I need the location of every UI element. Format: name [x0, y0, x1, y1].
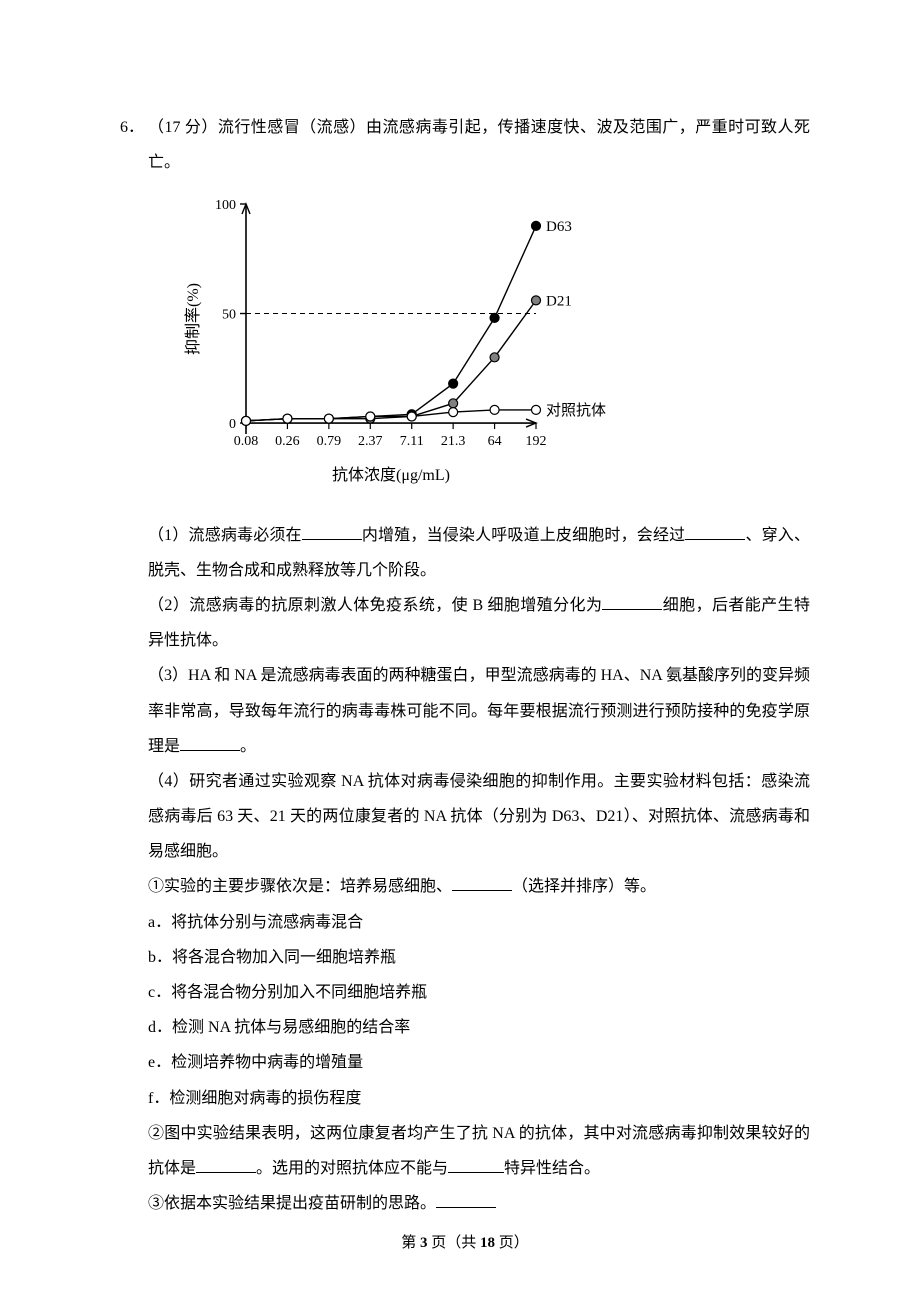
svg-text:100: 100	[215, 198, 236, 213]
option-e: e．检测培养物中病毒的增殖量	[148, 1045, 810, 1080]
svg-text:0.08: 0.08	[234, 434, 259, 449]
svg-text:抗体浓度(μg/mL): 抗体浓度(μg/mL)	[332, 466, 450, 484]
points: （17 分）	[148, 119, 218, 136]
option-d: d．检测 NA 抗体与易感细胞的结合率	[148, 1010, 810, 1045]
p41a: ①实验的主要步骤依次是：培养易感细胞、	[148, 878, 452, 895]
blank-42a	[196, 1157, 256, 1173]
footer-total: 18	[480, 1235, 495, 1251]
svg-text:0.79: 0.79	[317, 434, 342, 449]
svg-text:7.11: 7.11	[400, 434, 424, 449]
p2a: （2）流感病毒的抗原刺激人体免疫系统，使 B 细胞增殖分化为	[148, 597, 602, 614]
blank-1b	[685, 524, 745, 540]
part-4-3: ③依据本实验结果提出疫苗研制的思路。	[148, 1186, 810, 1221]
option-c: c．将各混合物分别加入不同细胞培养瓶	[148, 975, 810, 1010]
svg-text:0.26: 0.26	[275, 434, 300, 449]
subparts: （1）流感病毒必须在内增殖，当侵染人呼吸道上皮细胞时，会经过、穿入、脱壳、生物合…	[148, 518, 810, 1222]
number-text: 6．	[120, 119, 144, 136]
part-1: （1）流感病毒必须在内增殖，当侵染人呼吸道上皮细胞时，会经过、穿入、脱壳、生物合…	[148, 518, 810, 588]
footer-suffix: 页）	[495, 1235, 529, 1251]
svg-text:0: 0	[229, 417, 236, 432]
part-2: （2）流感病毒的抗原刺激人体免疫系统，使 B 细胞增殖分化为细胞，后者能产生特异…	[148, 588, 810, 658]
footer-mid: 页（共	[427, 1235, 480, 1251]
svg-text:2.37: 2.37	[358, 434, 383, 449]
blank-41	[452, 875, 512, 891]
blank-43	[436, 1192, 496, 1208]
chart-svg: 0 50 100 0.08 0.26 0.79 2.37 7.11 21.3 64 192 抗体浓度(…	[176, 190, 616, 490]
svg-text:64: 64	[488, 434, 502, 449]
question-number: 6．	[120, 110, 148, 1221]
svg-text:50: 50	[222, 308, 236, 323]
blank-42b	[448, 1157, 504, 1173]
stem-text: 流行性感冒（流感）由流感病毒引起，传播速度快、波及范围广，严重时可致人死亡。	[148, 119, 810, 171]
svg-text:抑制率(%): 抑制率(%)	[184, 283, 202, 355]
p43: ③依据本实验结果提出疫苗研制的思路。	[148, 1195, 436, 1212]
blank-3	[180, 735, 240, 751]
blank-2	[602, 594, 662, 610]
p3b: 。	[240, 738, 256, 755]
p1b: 内增殖，当侵染人呼吸道上皮细胞时，会经过	[362, 527, 686, 544]
blank-1a	[302, 524, 362, 540]
part-4-1: ①实验的主要步骤依次是：培养易感细胞、 （选择并排序）等。	[148, 869, 810, 904]
part-4-2: ②图中实验结果表明，这两位康复者均产生了抗 NA 的抗体，其中对流感病毒抑制效果…	[148, 1116, 810, 1186]
p1a: （1）流感病毒必须在	[148, 527, 302, 544]
question-6: 6． （17 分）流行性感冒（流感）由流感病毒引起，传播速度快、波及范围广，严重…	[120, 110, 810, 1221]
svg-text:21.3: 21.3	[441, 434, 466, 449]
part-3: （3）HA 和 NA 是流感病毒表面的两种糖蛋白，甲型流感病毒的 HA、NA 氨…	[148, 658, 810, 764]
option-b: b．将各混合物加入同一细胞培养瓶	[148, 940, 810, 975]
p42b: 。选用的对照抗体应不能与	[256, 1160, 448, 1177]
footer-prefix: 第	[401, 1235, 420, 1251]
svg-text:D63: D63	[546, 219, 572, 235]
question-body: （17 分）流行性感冒（流感）由流感病毒引起，传播速度快、波及范围广，严重时可致…	[148, 110, 810, 1221]
option-f: f．检测细胞对病毒的损伤程度	[148, 1081, 810, 1116]
svg-text:对照抗体: 对照抗体	[546, 402, 606, 419]
page-footer: 第 3 页（共 18 页）	[120, 1227, 810, 1260]
p42c: 特异性结合。	[504, 1160, 600, 1177]
svg-text:D21: D21	[546, 294, 572, 310]
inhibition-chart: 0 50 100 0.08 0.26 0.79 2.37 7.11 21.3 64 192 抗体浓度(…	[176, 190, 810, 503]
svg-text:192: 192	[526, 434, 547, 449]
p41b: （选择并排序）等。	[512, 878, 656, 895]
option-a: a．将抗体分别与流感病毒混合	[148, 905, 810, 940]
part-4-intro: （4）研究者通过实验观察 NA 抗体对病毒侵染细胞的抑制作用。主要实验材料包括：…	[148, 764, 810, 870]
